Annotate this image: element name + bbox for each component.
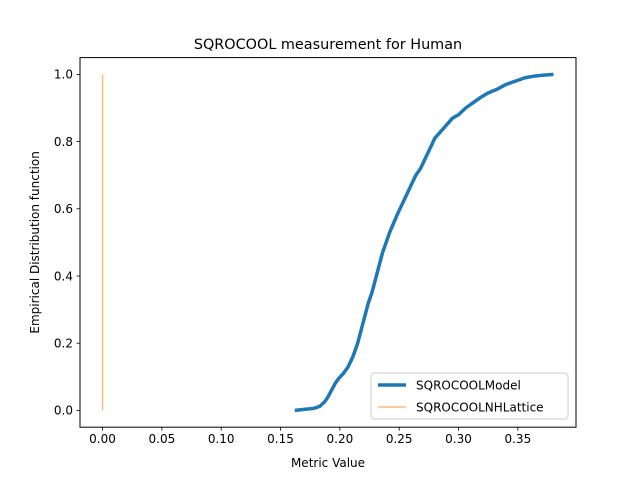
y-tick-label: 0.2 <box>54 337 73 351</box>
legend-label-sqrocoolnhlattice: SQROCOOLNHLattice <box>416 401 544 415</box>
axes-frame <box>79 57 577 428</box>
x-tick-label: 0.25 <box>386 432 413 446</box>
x-tick-label: 0.05 <box>149 432 176 446</box>
x-tick-label: 0.20 <box>327 432 354 446</box>
series-line-sqrocoolmodel <box>294 72 554 413</box>
legend-box <box>370 372 569 420</box>
y-tick-label: 0.4 <box>54 269 73 283</box>
x-tick-label: 0.15 <box>267 432 294 446</box>
legend-label-sqrocoolmodel: SQROCOOLModel <box>416 379 521 393</box>
plot-area <box>79 57 577 428</box>
series-layer <box>101 72 554 413</box>
y-tick-label: 0.0 <box>54 404 73 418</box>
y-axis-ticks: 0.0 0.2 0.4 0.6 0.8 1.0 <box>54 68 80 418</box>
y-tick-label: 1.0 <box>54 68 73 82</box>
x-tick-label: 0.00 <box>89 432 116 446</box>
legend: SQROCOOLModel SQROCOOLNHLattice <box>370 372 569 420</box>
x-axis-ticks: 0.00 0.05 0.10 0.15 0.20 0.25 0.30 0.35 <box>89 427 531 446</box>
chart-title: SQROCOOL measurement for Human <box>194 37 462 53</box>
y-tick-label: 0.6 <box>54 202 73 216</box>
x-tick-label: 0.35 <box>504 432 531 446</box>
x-tick-label: 0.10 <box>208 432 235 446</box>
x-axis-label: Metric Value <box>291 456 365 470</box>
y-tick-label: 0.8 <box>54 135 73 149</box>
x-tick-label: 0.30 <box>445 432 472 446</box>
y-axis-label: Empirical Distribution function <box>28 151 42 333</box>
